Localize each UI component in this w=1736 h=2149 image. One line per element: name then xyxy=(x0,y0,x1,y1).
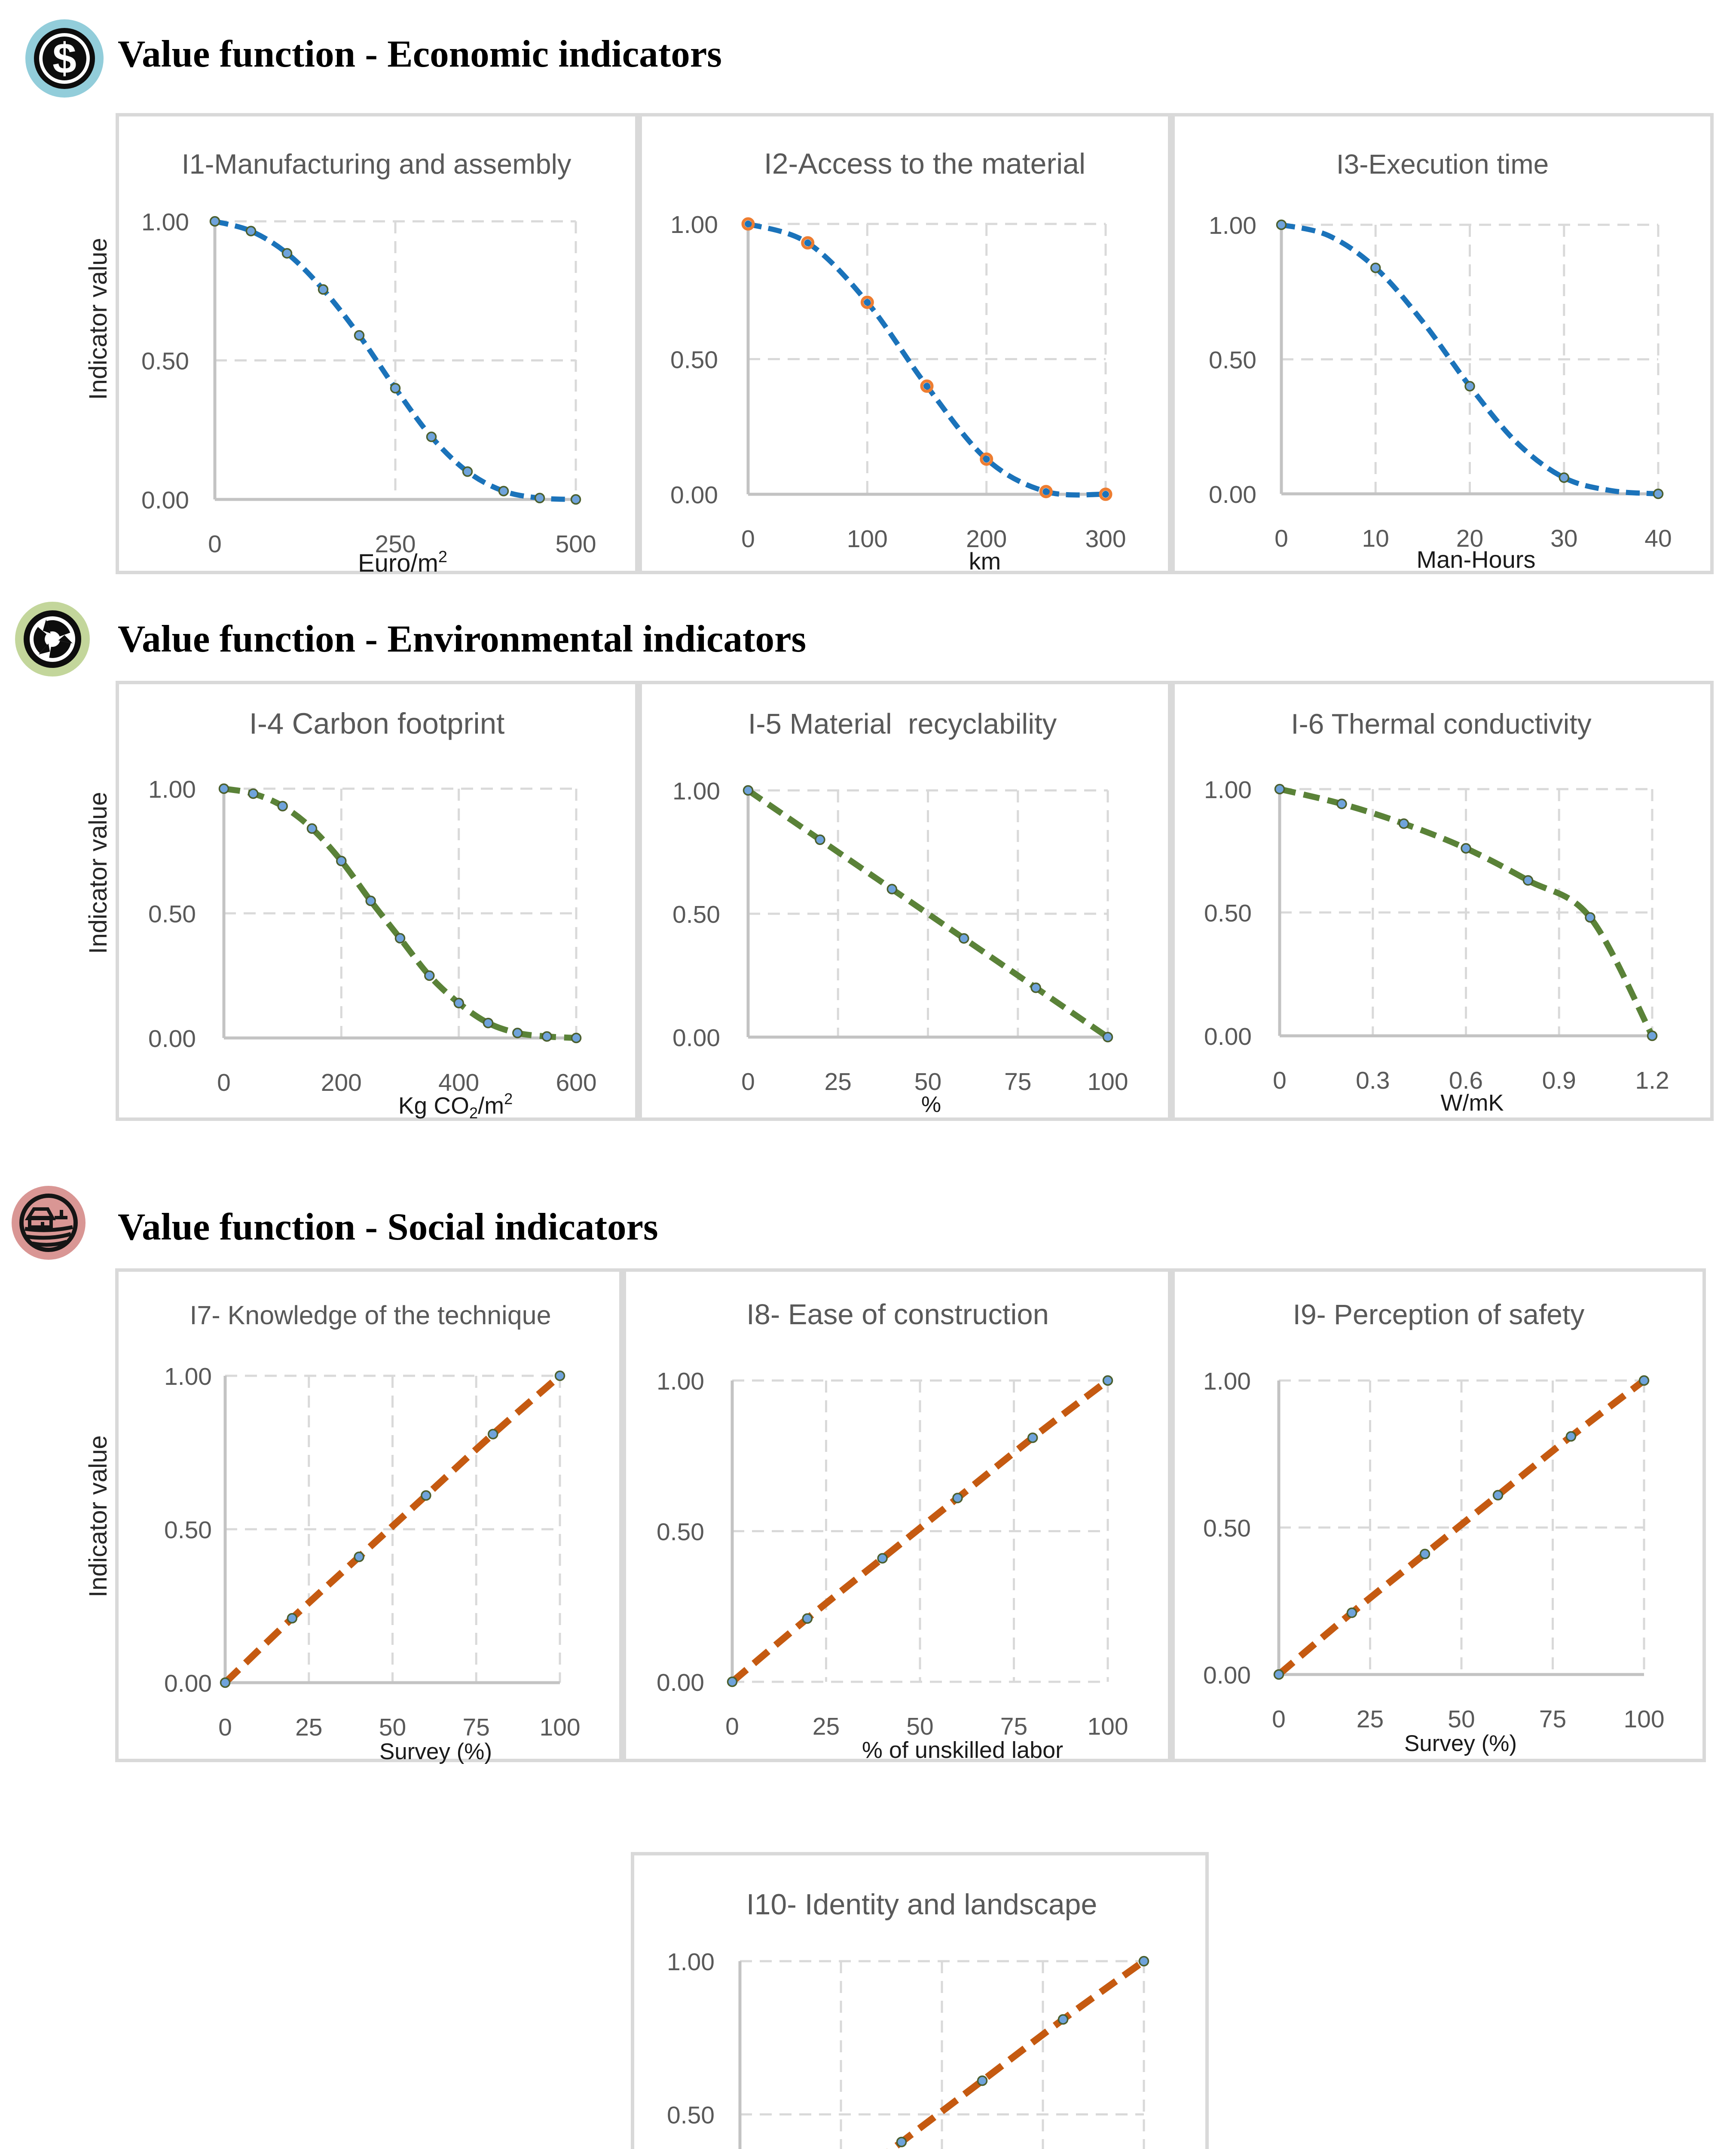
svg-text:I2-Access to the material: I2-Access to the material xyxy=(764,147,1085,180)
svg-text:0: 0 xyxy=(1274,525,1288,552)
svg-text:100: 100 xyxy=(1623,1705,1664,1733)
svg-text:50: 50 xyxy=(914,1068,941,1096)
svg-text:250: 250 xyxy=(375,530,416,558)
svg-text:200: 200 xyxy=(321,1069,362,1096)
svg-text:I-4 Carbon footprint: I-4 Carbon footprint xyxy=(249,707,505,740)
svg-text:0.00: 0.00 xyxy=(672,1024,720,1052)
svg-text:1.00: 1.00 xyxy=(141,208,189,236)
svg-text:1.00: 1.00 xyxy=(1203,1368,1251,1395)
svg-text:0: 0 xyxy=(208,530,222,558)
svg-text:50: 50 xyxy=(379,1714,406,1741)
svg-text:0: 0 xyxy=(1272,1705,1286,1733)
svg-text:75: 75 xyxy=(462,1714,489,1741)
svg-text:I1-Manufacturing and assembly: I1-Manufacturing and assembly xyxy=(182,148,572,180)
svg-text:0.3: 0.3 xyxy=(1356,1067,1390,1094)
svg-text:0.50: 0.50 xyxy=(1203,1515,1251,1542)
svg-text:0.00: 0.00 xyxy=(1204,1023,1252,1050)
svg-text:1.00: 1.00 xyxy=(164,1363,212,1390)
svg-text:I8- Ease of construction: I8- Ease of construction xyxy=(746,1298,1049,1331)
svg-text:I10- Identity and landscape: I10- Identity and landscape xyxy=(746,1888,1097,1921)
svg-text:75: 75 xyxy=(1000,1713,1027,1740)
svg-text:75: 75 xyxy=(1004,1068,1031,1096)
svg-text:Indicator value: Indicator value xyxy=(84,792,112,954)
svg-text:75: 75 xyxy=(1539,1705,1566,1733)
svg-text:100: 100 xyxy=(1087,1713,1128,1740)
svg-text:30: 30 xyxy=(1550,525,1577,552)
svg-text:I9- Perception of safety: I9- Perception of safety xyxy=(1293,1298,1585,1330)
svg-text:1.00: 1.00 xyxy=(657,1368,704,1395)
svg-text:0: 0 xyxy=(741,1068,755,1096)
svg-text:I-5 Material recyclability: I-5 Material recyclability xyxy=(748,708,1057,740)
svg-text:0.9: 0.9 xyxy=(1542,1067,1576,1094)
svg-text:1.00: 1.00 xyxy=(1204,776,1252,804)
svg-text:km: km xyxy=(969,548,1001,575)
svg-text:0.00: 0.00 xyxy=(141,487,189,514)
svg-text:25: 25 xyxy=(813,1713,840,1740)
svg-text:100: 100 xyxy=(847,525,888,553)
svg-text:100: 100 xyxy=(539,1714,580,1741)
svg-text:0.00: 0.00 xyxy=(1209,481,1256,508)
svg-text:1.00: 1.00 xyxy=(667,1948,715,1976)
svg-text:0.00: 0.00 xyxy=(148,1025,196,1053)
svg-text:40: 40 xyxy=(1644,525,1672,552)
svg-text:0.50: 0.50 xyxy=(164,1516,212,1544)
svg-text:100: 100 xyxy=(1087,1068,1128,1096)
svg-text:0: 0 xyxy=(725,1713,739,1740)
svg-text:0: 0 xyxy=(218,1714,232,1741)
svg-text:0.00: 0.00 xyxy=(670,481,718,509)
svg-text:50: 50 xyxy=(1448,1705,1475,1733)
svg-text:Survey (%): Survey (%) xyxy=(1404,1731,1517,1756)
svg-text:25: 25 xyxy=(1357,1705,1384,1733)
svg-text:0.50: 0.50 xyxy=(141,348,189,375)
svg-text:0.6: 0.6 xyxy=(1449,1067,1483,1094)
svg-text:25: 25 xyxy=(295,1714,322,1741)
svg-text:Value function - Environmental: Value function - Environmental indicator… xyxy=(118,618,806,660)
svg-text:0.50: 0.50 xyxy=(657,1518,704,1546)
svg-text:1.00: 1.00 xyxy=(148,776,196,803)
svg-text:W/mK: W/mK xyxy=(1441,1090,1504,1116)
svg-text:0.50: 0.50 xyxy=(1204,900,1252,927)
svg-text:0.50: 0.50 xyxy=(1209,346,1256,374)
svg-text:0: 0 xyxy=(1273,1067,1287,1094)
svg-text:0.50: 0.50 xyxy=(667,2102,715,2129)
svg-text:% of unskilled labor: % of unskilled labor xyxy=(862,1737,1063,1763)
svg-text:0.50: 0.50 xyxy=(148,900,196,928)
svg-text:Value function - Economic indi: Value function - Economic indicators xyxy=(118,33,722,75)
svg-text:1.00: 1.00 xyxy=(672,778,720,805)
svg-text:0.00: 0.00 xyxy=(657,1669,704,1696)
svg-text:0.00: 0.00 xyxy=(1203,1662,1251,1689)
svg-text:Survey (%): Survey (%) xyxy=(379,1739,492,1764)
svg-text:1.00: 1.00 xyxy=(670,211,718,239)
svg-text:400: 400 xyxy=(438,1069,479,1096)
svg-text:Indicator value: Indicator value xyxy=(84,238,112,400)
svg-text:Indicator value: Indicator value xyxy=(84,1435,112,1597)
svg-text:1.00: 1.00 xyxy=(1209,212,1256,239)
svg-text:20: 20 xyxy=(1456,525,1483,552)
svg-text:0: 0 xyxy=(741,525,755,553)
svg-text:500: 500 xyxy=(555,530,596,558)
svg-text:%: % xyxy=(921,1092,941,1117)
svg-text:300: 300 xyxy=(1085,525,1126,553)
svg-text:Man-Hours: Man-Hours xyxy=(1417,546,1536,573)
svg-text:Value function - Social indica: Value function - Social indicators xyxy=(118,1206,658,1248)
svg-text:0: 0 xyxy=(217,1069,231,1096)
svg-text:200: 200 xyxy=(966,525,1007,553)
svg-text:10: 10 xyxy=(1362,525,1389,552)
svg-text:25: 25 xyxy=(824,1068,851,1096)
svg-text:0.50: 0.50 xyxy=(670,346,718,374)
svg-text:I3-Execution time: I3-Execution time xyxy=(1336,149,1549,180)
svg-text:Kg CO2/m2: Kg CO2/m2 xyxy=(398,1090,513,1122)
svg-text:I7- Knowledge of the technique: I7- Knowledge of the technique xyxy=(189,1301,551,1330)
svg-text:1.2: 1.2 xyxy=(1635,1067,1669,1094)
svg-text:I-6 Thermal conductivity: I-6 Thermal conductivity xyxy=(1291,708,1591,740)
svg-text:600: 600 xyxy=(556,1069,596,1096)
svg-text:50: 50 xyxy=(906,1713,933,1740)
svg-text:$: $ xyxy=(52,34,76,83)
svg-text:0.50: 0.50 xyxy=(672,901,720,928)
svg-text:Euro/m2: Euro/m2 xyxy=(358,548,447,577)
svg-text:0.00: 0.00 xyxy=(164,1670,212,1697)
